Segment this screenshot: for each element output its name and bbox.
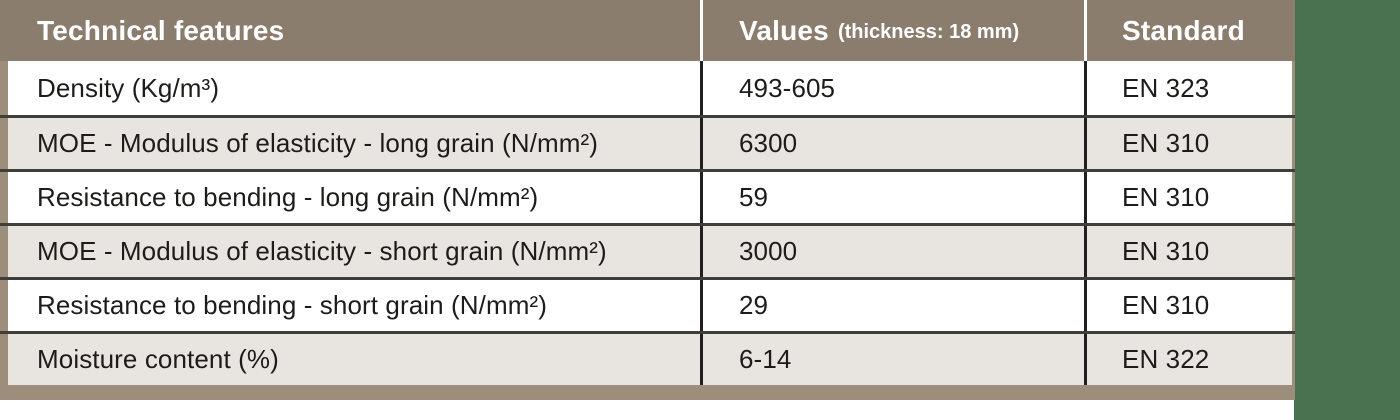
- column-divider: [700, 61, 703, 115]
- table-row: MOE - Modulus of elasticity - long grain…: [0, 115, 1295, 169]
- header-column-divider: [700, 0, 703, 61]
- table-header-row: Technical features Values (thickness: 18…: [0, 0, 1295, 61]
- header-column-divider: [1084, 0, 1087, 61]
- value-cell: 6300: [703, 118, 1084, 169]
- value-cell: 493-605: [703, 61, 1084, 115]
- feature-cell: Resistance to bending - long grain (N/mm…: [8, 172, 700, 223]
- standard-cell: EN 310: [1087, 280, 1292, 331]
- column-divider: [1084, 280, 1087, 331]
- column-divider: [700, 226, 703, 277]
- feature-cell: Density (Kg/m³): [8, 61, 700, 115]
- green-side-strip: [1294, 0, 1400, 420]
- header-values-thickness-note: (thickness: 18 mm): [837, 20, 1020, 43]
- feature-cell: MOE - Modulus of elasticity - short grai…: [8, 226, 700, 277]
- table-right-frame: [1292, 172, 1295, 223]
- column-divider: [1084, 334, 1087, 385]
- value-cell: 29: [703, 280, 1084, 331]
- feature-cell: MOE - Modulus of elasticity - long grain…: [8, 118, 700, 169]
- standard-cell: EN 310: [1087, 118, 1292, 169]
- feature-cell: Resistance to bending - short grain (N/m…: [8, 280, 700, 331]
- standard-cell: EN 310: [1087, 172, 1292, 223]
- value-cell: 59: [703, 172, 1084, 223]
- table-right-frame: [1292, 61, 1295, 115]
- standard-cell: EN 323: [1087, 61, 1292, 115]
- standard-cell: EN 322: [1087, 334, 1292, 385]
- column-divider: [1084, 118, 1087, 169]
- header-technical-features-label: Technical features: [37, 14, 285, 46]
- table-right-frame: [1292, 118, 1295, 169]
- feature-cell: Moisture content (%): [8, 334, 700, 385]
- header-standard-label: Standard: [1122, 14, 1245, 46]
- value-cell: 6-14: [703, 334, 1084, 385]
- table-right-frame: [1292, 226, 1295, 277]
- value-cell: 3000: [703, 226, 1084, 277]
- header-values: Values (thickness: 18 mm): [703, 0, 1084, 61]
- table-row: Resistance to bending - short grain (N/m…: [0, 277, 1295, 331]
- table-left-frame: [0, 334, 8, 385]
- table-row: MOE - Modulus of elasticity - short grai…: [0, 223, 1295, 277]
- header-standard: Standard: [1087, 0, 1295, 61]
- column-divider: [1084, 172, 1087, 223]
- standard-cell: EN 310: [1087, 226, 1292, 277]
- table-bottom-frame: [0, 385, 1295, 400]
- column-divider: [700, 280, 703, 331]
- table-row: Moisture content (%) 6-14 EN 322: [0, 331, 1295, 385]
- table-right-frame: [1292, 334, 1295, 385]
- technical-features-table: Technical features Values (thickness: 18…: [0, 0, 1295, 400]
- table-left-frame: [0, 61, 8, 115]
- table-left-frame: [0, 172, 8, 223]
- table-left-frame: [0, 226, 8, 277]
- table-body: Density (Kg/m³) 493-605 EN 323 MOE - Mod…: [0, 61, 1295, 385]
- header-values-label: Values: [739, 14, 829, 46]
- table-left-frame: [0, 280, 8, 331]
- column-divider: [1084, 226, 1087, 277]
- header-technical-features: Technical features: [0, 0, 700, 61]
- table-row: Resistance to bending - long grain (N/mm…: [0, 169, 1295, 223]
- column-divider: [700, 172, 703, 223]
- column-divider: [1084, 61, 1087, 115]
- column-divider: [700, 334, 703, 385]
- table-right-frame: [1292, 280, 1295, 331]
- column-divider: [700, 118, 703, 169]
- table-left-frame: [0, 118, 8, 169]
- table-row: Density (Kg/m³) 493-605 EN 323: [0, 61, 1295, 115]
